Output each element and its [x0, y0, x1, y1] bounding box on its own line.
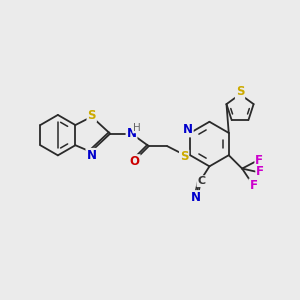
- Text: N: N: [127, 127, 136, 140]
- Text: F: F: [249, 179, 257, 192]
- Text: F: F: [256, 165, 264, 178]
- Text: N: N: [86, 149, 96, 162]
- Text: H: H: [133, 123, 141, 133]
- Text: S: S: [180, 150, 188, 163]
- Text: O: O: [130, 155, 140, 168]
- Text: S: S: [88, 109, 96, 122]
- Text: C: C: [197, 176, 206, 186]
- Text: F: F: [255, 154, 263, 167]
- Text: N: N: [183, 123, 193, 136]
- Text: N: N: [191, 191, 201, 204]
- Text: S: S: [236, 85, 244, 98]
